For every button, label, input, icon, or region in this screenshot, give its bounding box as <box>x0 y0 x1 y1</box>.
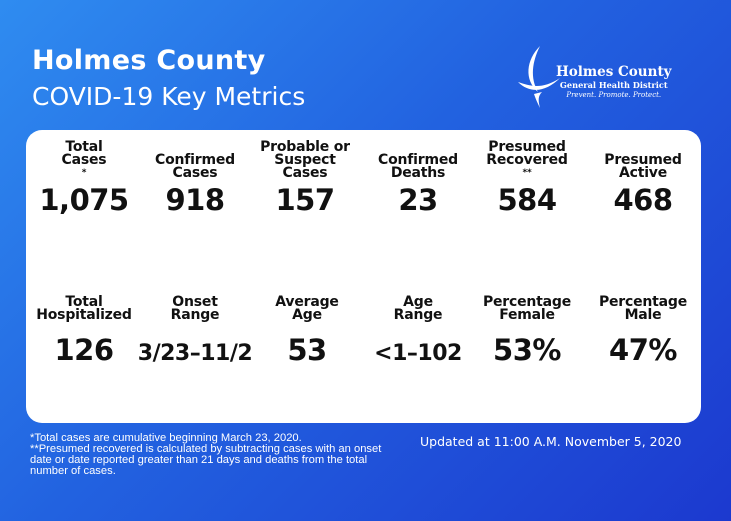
metric-value: 3/23–11/2 <box>137 341 253 366</box>
metric-label: Probable or Suspect Cases <box>260 139 350 181</box>
metric-value: 918 <box>165 183 225 217</box>
page-title: Holmes County <box>32 45 266 76</box>
metric-value: <1–102 <box>374 341 462 366</box>
metric-confirmed-deaths: Confirmed Deaths 23 <box>363 138 473 216</box>
metric-age-range: Age Range <1–102 <box>363 280 473 370</box>
metric-value: 584 <box>497 183 557 217</box>
metric-value: 1,075 <box>39 183 129 217</box>
leaf-swirl-icon <box>518 46 560 108</box>
metric-value: 468 <box>613 183 673 217</box>
metric-label: Percentage Female <box>482 294 572 323</box>
metric-probable-suspect-cases: Probable or Suspect Cases 157 <box>250 138 360 216</box>
metric-value: 47% <box>609 333 677 367</box>
metric-label: Total Cases * <box>61 139 107 178</box>
metric-label: Confirmed Cases <box>155 152 235 181</box>
metric-presumed-active: Presumed Active 468 <box>588 138 698 216</box>
metric-average-age: Average Age 53 <box>252 280 362 366</box>
metric-label: Onset Range <box>170 294 220 323</box>
metric-value: 157 <box>275 183 335 217</box>
metric-label: Presumed Recovered ** <box>486 139 568 178</box>
metric-presumed-recovered: Presumed Recovered ** 584 <box>472 138 582 216</box>
metric-label: Age Range <box>393 294 443 323</box>
updated-timestamp: Updated at 11:00 A.M. November 5, 2020 <box>420 434 682 449</box>
metric-percentage-female: Percentage Female 53% <box>472 280 582 366</box>
logo-text: Holmes County General Health District Pr… <box>556 64 672 100</box>
metric-label: Percentage Male <box>598 294 688 323</box>
metric-label: Total Hospitalized <box>36 294 132 323</box>
logo-line-3: Prevent. Promote. Protect. <box>566 91 662 99</box>
health-district-logo: Holmes County General Health District Pr… <box>512 42 702 112</box>
footnote-presumed-recovered: **Presumed recovered is calculated by su… <box>30 443 382 477</box>
metric-value: 53% <box>493 333 561 367</box>
metrics-card: Total Cases * 1,075 Confirmed Cases 918 P… <box>26 130 701 423</box>
metric-value: 53 <box>287 333 327 367</box>
footnotes: *Total cases are cumulative beginning Ma… <box>30 432 390 477</box>
metric-label: Confirmed Deaths <box>378 152 458 181</box>
page-header: Holmes County COVID-19 Key Metrics <box>32 44 305 114</box>
metric-value: 126 <box>54 333 114 367</box>
metric-value: 23 <box>398 183 438 217</box>
metric-onset-range: Onset Range 3/23–11/2 <box>135 280 255 370</box>
metric-total-hospitalized: Total Hospitalized 126 <box>29 280 139 366</box>
logo-line-1: Holmes County <box>556 64 672 80</box>
page-subtitle: COVID-19 Key Metrics <box>32 82 306 111</box>
metric-percentage-male: Percentage Male 47% <box>588 280 698 366</box>
metric-confirmed-cases: Confirmed Cases 918 <box>140 138 250 216</box>
footnote-total-cases: *Total cases are cumulative beginning Ma… <box>30 432 302 444</box>
logo-line-2: General Health District <box>559 80 668 90</box>
metric-label: Average Age <box>275 294 339 323</box>
metric-total-cases: Total Cases * 1,075 <box>29 138 139 216</box>
metric-label: Presumed Active <box>604 152 682 181</box>
